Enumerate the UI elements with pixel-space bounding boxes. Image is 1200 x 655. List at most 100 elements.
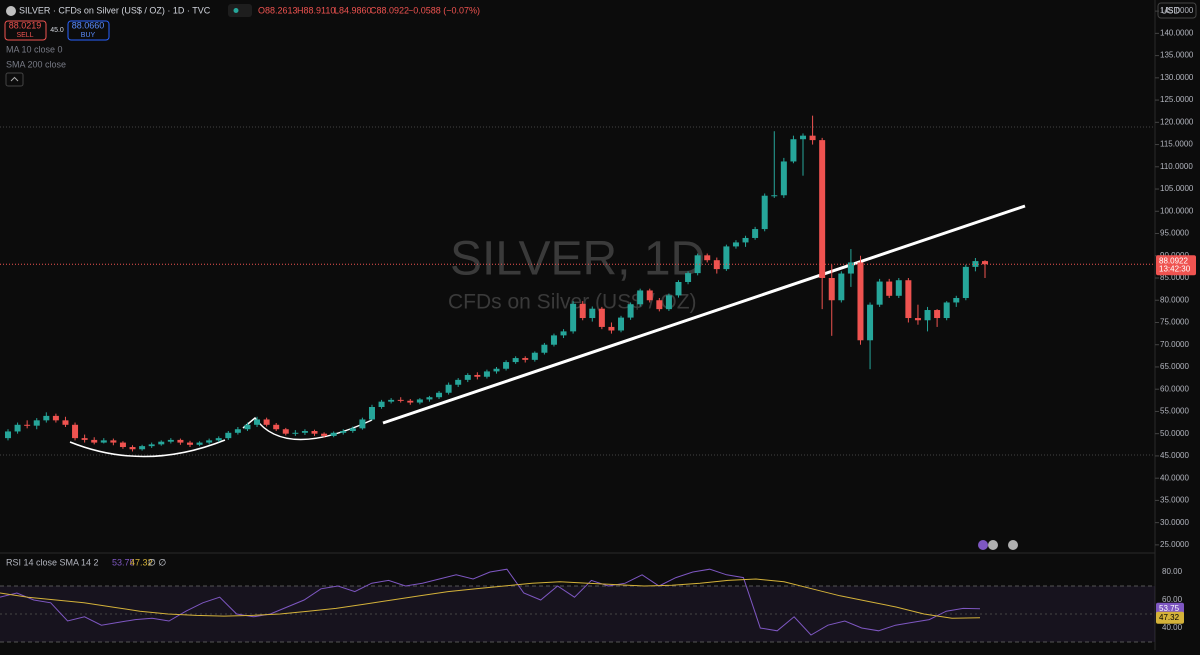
buy-price: 88.0660	[72, 20, 105, 30]
spread: 45.0	[50, 27, 64, 34]
event-icon[interactable]	[1008, 540, 1018, 550]
rsi-line	[0, 568, 981, 636]
candle-body	[43, 415, 50, 421]
y-tick-label: 140.0000	[1160, 28, 1194, 37]
candle-body	[397, 399, 404, 401]
buy-button[interactable]	[67, 20, 110, 41]
trend-line	[382, 204, 1026, 425]
candle-body	[139, 446, 146, 450]
symbol[interactable]: SILVER · CFDs on Silver (US$ / OZ) · 1D …	[19, 5, 211, 15]
candle-body	[570, 303, 577, 332]
rsi-label: RSI 14 close SMA 14 2	[6, 557, 99, 567]
candle-body	[273, 424, 280, 430]
indicator[interactable]: SMA 200 close	[6, 59, 66, 69]
y-tick-label: 50.0000	[1160, 429, 1189, 438]
collapse-button[interactable]	[5, 72, 24, 87]
candle-body	[895, 280, 902, 296]
y-tick-label: 120.0000	[1160, 117, 1194, 126]
candle-body	[24, 424, 31, 426]
candle-body	[867, 304, 874, 341]
y-tick-label: 70.0000	[1160, 340, 1189, 349]
candle-body	[675, 282, 682, 296]
event-icon[interactable]	[978, 540, 988, 550]
symbol-icon	[6, 6, 16, 16]
candle-body	[752, 229, 759, 238]
candle-body	[943, 302, 950, 319]
event-icon[interactable]	[988, 540, 998, 550]
candle-body	[225, 432, 232, 439]
candle-body	[665, 295, 672, 310]
rsi-line	[0, 578, 981, 619]
candle-body	[234, 429, 241, 433]
candle-body	[158, 441, 165, 445]
candle-body	[196, 442, 203, 445]
candle-body	[282, 429, 289, 434]
rsi-tick-label: 80.00	[1162, 567, 1183, 576]
ohlc-open: O88.2613	[258, 5, 298, 15]
collapse-icon	[10, 76, 19, 82]
candle-body	[742, 237, 749, 243]
y-tick-label: 40.0000	[1160, 473, 1189, 482]
ohlc-high: H88.9110	[297, 5, 335, 15]
y-tick-label: 25.0000	[1160, 540, 1189, 549]
rsi-tag	[1156, 602, 1184, 615]
indicator[interactable]: MA 10 close 0	[6, 44, 63, 54]
rsi-tag	[1156, 611, 1184, 624]
rsi-band	[0, 586, 1155, 642]
candle-body	[732, 242, 739, 247]
candle-body	[685, 273, 692, 283]
candle-body	[206, 440, 213, 443]
y-tick-label: 95.0000	[1160, 229, 1189, 238]
candle-body	[263, 419, 270, 425]
candle-body	[129, 447, 136, 450]
y-tick-label: 55.0000	[1160, 407, 1189, 416]
candle-body	[349, 428, 356, 432]
y-tick-label: 130.0000	[1160, 73, 1194, 82]
candle-body	[579, 303, 586, 319]
price-tag-countdown: 13:42:30	[1159, 264, 1191, 273]
candle-body	[541, 344, 548, 353]
candle-body	[119, 442, 126, 448]
candle-body	[637, 290, 644, 305]
candle-body	[62, 420, 69, 425]
candle-body	[723, 246, 730, 270]
cup-curve	[69, 439, 226, 458]
candle-body	[531, 352, 538, 360]
candle-body	[589, 308, 596, 319]
candle-body	[5, 431, 11, 439]
candle-body	[455, 379, 462, 385]
candle-body	[819, 140, 826, 279]
candle-body	[694, 255, 701, 274]
buy-label: BUY	[81, 32, 96, 39]
candle-body	[445, 384, 452, 393]
candle-body	[254, 419, 261, 425]
sell-button[interactable]	[4, 20, 47, 41]
candle-body	[800, 135, 807, 140]
candle-body	[876, 281, 883, 305]
candle-body	[148, 444, 155, 447]
candle-body	[982, 261, 988, 265]
candle-body	[177, 439, 184, 443]
candle-body	[14, 424, 21, 432]
candle-body	[378, 401, 385, 407]
candle-body	[522, 358, 529, 360]
candle-body	[608, 326, 615, 331]
candle-body	[330, 432, 337, 436]
candle-body	[368, 406, 375, 420]
candle-body	[91, 439, 98, 443]
candle-body	[618, 317, 625, 331]
watermark-title: SILVER, 1D	[450, 233, 705, 286]
candle-body	[656, 300, 663, 310]
candle-body	[953, 298, 960, 303]
candle-body	[857, 262, 864, 341]
sell-label: SELL	[16, 32, 33, 39]
candle-body	[934, 310, 941, 319]
candle-body	[426, 397, 433, 400]
candle-body	[627, 304, 634, 318]
y-tick-label: 60.0000	[1160, 384, 1189, 393]
y-tick-label: 145.0000	[1160, 6, 1194, 15]
candle-body	[512, 358, 519, 363]
candle-body	[52, 415, 59, 421]
currency-button[interactable]	[1157, 2, 1197, 19]
